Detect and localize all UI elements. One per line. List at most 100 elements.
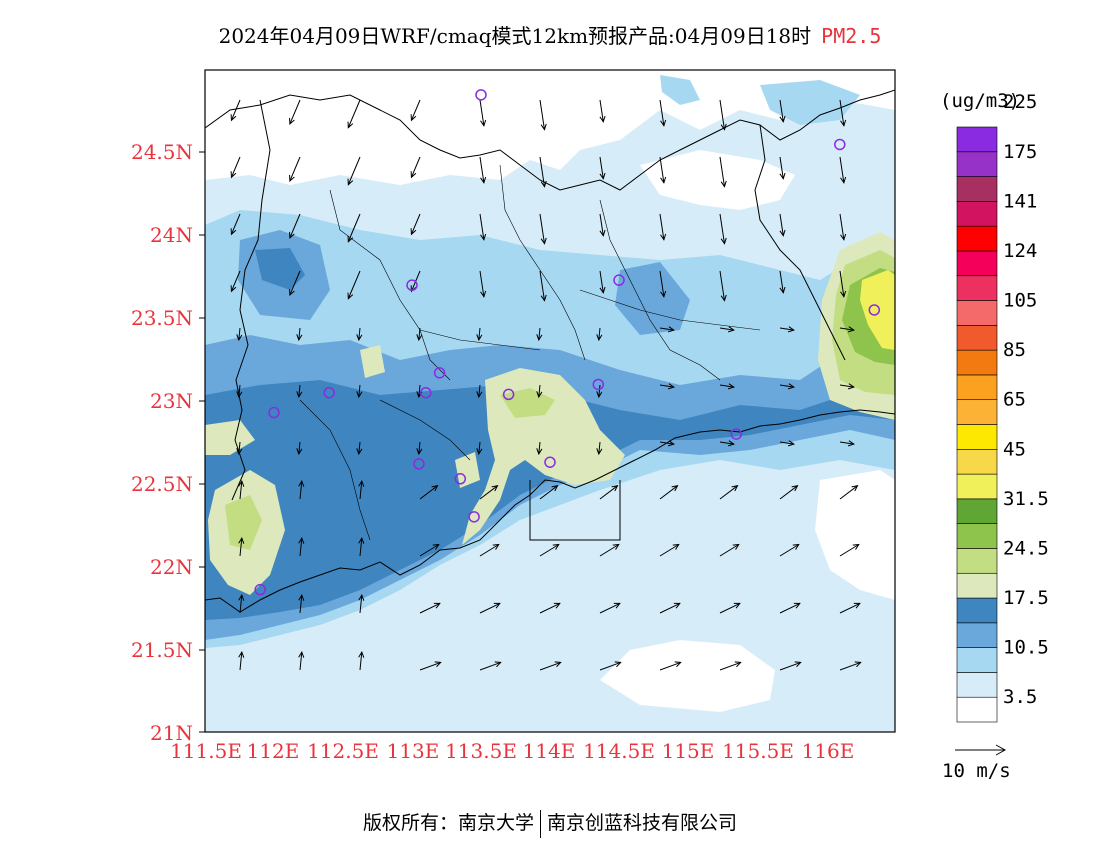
colorbar-segment: [956, 300, 998, 326]
wind-arrow: [418, 441, 421, 454]
wind-arrow-head: [840, 290, 847, 298]
lon-tick-111-5: 111.5E: [170, 739, 242, 763]
colorbar-segment: [956, 275, 998, 301]
wind-arrow-head: [779, 115, 786, 123]
wind-arrow-head: [599, 286, 606, 294]
colorbar-segment: [956, 448, 998, 475]
wind-arrow: [839, 384, 854, 388]
title-text: 2024年04月09日WRF/cmaq模式12km预报产品:04月09日18时: [218, 24, 812, 48]
wind-reference-arrow: [955, 744, 1007, 756]
wind-arrow-head: [672, 543, 680, 550]
field-hotspot-small-b: [455, 452, 480, 488]
wind-arrow-head: [358, 650, 365, 658]
wind-arrow-head: [410, 228, 417, 236]
station-marker: [323, 386, 335, 399]
wind-arrow: [359, 538, 363, 557]
wind-arrow: [479, 156, 485, 183]
copyright-footer: 版权所有：南京大学 南京创蓝科技有限公司: [0, 808, 1100, 838]
wind-arrow-head: [347, 292, 354, 300]
wind-arrow: [410, 156, 421, 178]
wind-arrow: [347, 270, 361, 299]
wind-arrow: [839, 544, 860, 557]
wind-arrow: [779, 485, 798, 500]
colorbar-segment: [956, 424, 998, 450]
wind-arrow-head: [671, 484, 679, 492]
wind-arrow: [359, 481, 363, 500]
wind-arrow-head: [840, 233, 847, 241]
wind-arrow-head: [794, 661, 802, 668]
wind-arrow-head: [238, 479, 245, 487]
wind-arrow: [298, 327, 301, 340]
station-marker: [406, 279, 418, 291]
colorbar-label: 31.5: [1003, 488, 1049, 510]
wind-arrow-head: [596, 391, 603, 399]
wind-arrow: [347, 99, 361, 128]
wind-arrow: [418, 384, 421, 397]
wind-arrow-head: [734, 661, 742, 668]
wind-arrow: [289, 213, 301, 239]
wind-arrow-head: [787, 440, 795, 447]
wind-arrow-head: [289, 231, 295, 240]
wind-arrow: [719, 213, 725, 244]
footer-right: 南京创蓝科技有限公司: [547, 812, 738, 834]
wind-arrow: [230, 270, 241, 292]
station-marker: [544, 456, 556, 468]
wind-arrow: [719, 270, 725, 301]
wind-arrow-head: [854, 661, 862, 668]
wind-arrow-head: [238, 593, 245, 601]
lon-tick-114: 114E: [523, 739, 576, 763]
wind-arrow-head: [296, 391, 303, 399]
wind-arrow-head: [230, 285, 237, 293]
wind-arrow: [839, 441, 854, 445]
wind-arrow: [719, 661, 741, 671]
wind-arrow: [478, 384, 481, 397]
wind-arrow: [289, 270, 301, 296]
wind-arrow: [479, 99, 485, 126]
wind-arrow: [719, 327, 734, 331]
wind-arrow: [410, 99, 421, 121]
wind-arrow-head: [660, 233, 667, 241]
field-hotspot-east-peak: [860, 270, 895, 350]
colorbar-segment: [956, 597, 998, 624]
colorbar-unit: (ug/m3): [940, 90, 1021, 112]
colorbar-segment: [956, 548, 998, 574]
wind-arrow: [839, 99, 845, 126]
wind-arrow: [779, 661, 801, 671]
wind-arrow: [599, 661, 621, 671]
wind-arrow: [659, 99, 665, 126]
wind-arrow: [599, 156, 604, 179]
wind-arrow-head: [356, 391, 363, 399]
wind-arrow: [599, 213, 604, 236]
wind-arrow: [839, 270, 845, 297]
wind-arrow-head: [434, 661, 442, 668]
colorbar-label: 45: [1003, 438, 1026, 460]
wind-arrow-head: [230, 114, 237, 122]
wind-arrow-head: [230, 171, 237, 179]
wind-arrow-head: [660, 176, 667, 184]
wind-arrow: [299, 652, 303, 671]
colorbar-segment: [956, 622, 998, 648]
station-marker: [268, 406, 280, 419]
wind-arrow-head: [298, 479, 305, 487]
wind-arrow: [479, 270, 485, 297]
wind-arrow-head: [230, 228, 237, 236]
wind-arrow: [659, 156, 665, 183]
field-patch-6a-ne: [615, 262, 690, 335]
field-hotspot-small-a: [360, 345, 385, 378]
lon-tick-115-5: 115.5E: [722, 739, 794, 763]
wind-arrow-head: [847, 383, 855, 390]
wind-arrow: [839, 602, 861, 614]
lat-tick-23-5: 23.5N: [131, 306, 193, 330]
wind-arrow: [659, 384, 674, 388]
wind-arrow-head: [347, 235, 354, 243]
wind-arrow-head: [727, 326, 735, 333]
field-hotspot-west-core: [225, 495, 262, 550]
wind-arrow-head: [779, 172, 786, 180]
lat-ticks: [199, 151, 205, 733]
field-hotspot-west-edge: [205, 420, 255, 455]
colorbar-label: 10.5: [1003, 637, 1049, 659]
colorbar-label: 175: [1003, 141, 1037, 163]
lon-tick-115: 115E: [662, 739, 715, 763]
wind-arrow-head: [298, 650, 305, 658]
